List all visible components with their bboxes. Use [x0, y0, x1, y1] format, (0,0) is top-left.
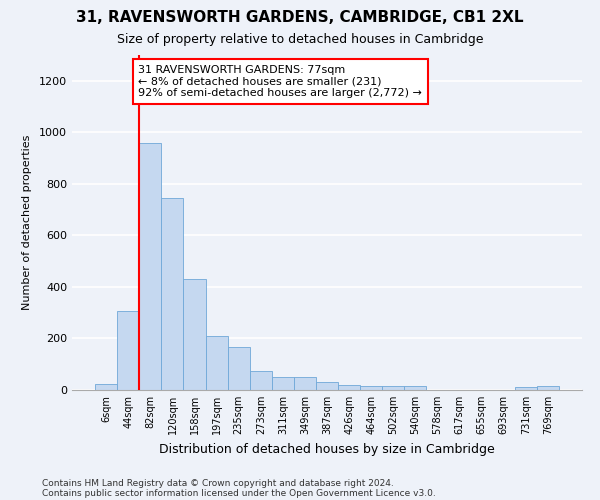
Text: 31, RAVENSWORTH GARDENS, CAMBRIDGE, CB1 2XL: 31, RAVENSWORTH GARDENS, CAMBRIDGE, CB1 …	[76, 10, 524, 25]
Bar	[316, 382, 338, 390]
X-axis label: Distribution of detached houses by size in Cambridge: Distribution of detached houses by size …	[159, 442, 495, 456]
Bar	[161, 198, 184, 390]
Bar	[382, 386, 404, 390]
Bar	[338, 385, 360, 390]
Bar	[139, 142, 161, 390]
Bar	[95, 384, 117, 390]
Y-axis label: Number of detached properties: Number of detached properties	[22, 135, 32, 310]
Text: Contains public sector information licensed under the Open Government Licence v3: Contains public sector information licen…	[42, 488, 436, 498]
Bar	[360, 386, 382, 390]
Bar	[227, 348, 250, 390]
Text: Contains HM Land Registry data © Crown copyright and database right 2024.: Contains HM Land Registry data © Crown c…	[42, 478, 394, 488]
Bar	[184, 279, 206, 390]
Bar	[294, 377, 316, 390]
Bar	[404, 386, 427, 390]
Text: Size of property relative to detached houses in Cambridge: Size of property relative to detached ho…	[117, 32, 483, 46]
Bar	[515, 386, 537, 390]
Text: 31 RAVENSWORTH GARDENS: 77sqm
← 8% of detached houses are smaller (231)
92% of s: 31 RAVENSWORTH GARDENS: 77sqm ← 8% of de…	[139, 65, 422, 98]
Bar	[272, 377, 294, 390]
Bar	[537, 386, 559, 390]
Bar	[206, 336, 227, 390]
Bar	[250, 370, 272, 390]
Bar	[117, 312, 139, 390]
